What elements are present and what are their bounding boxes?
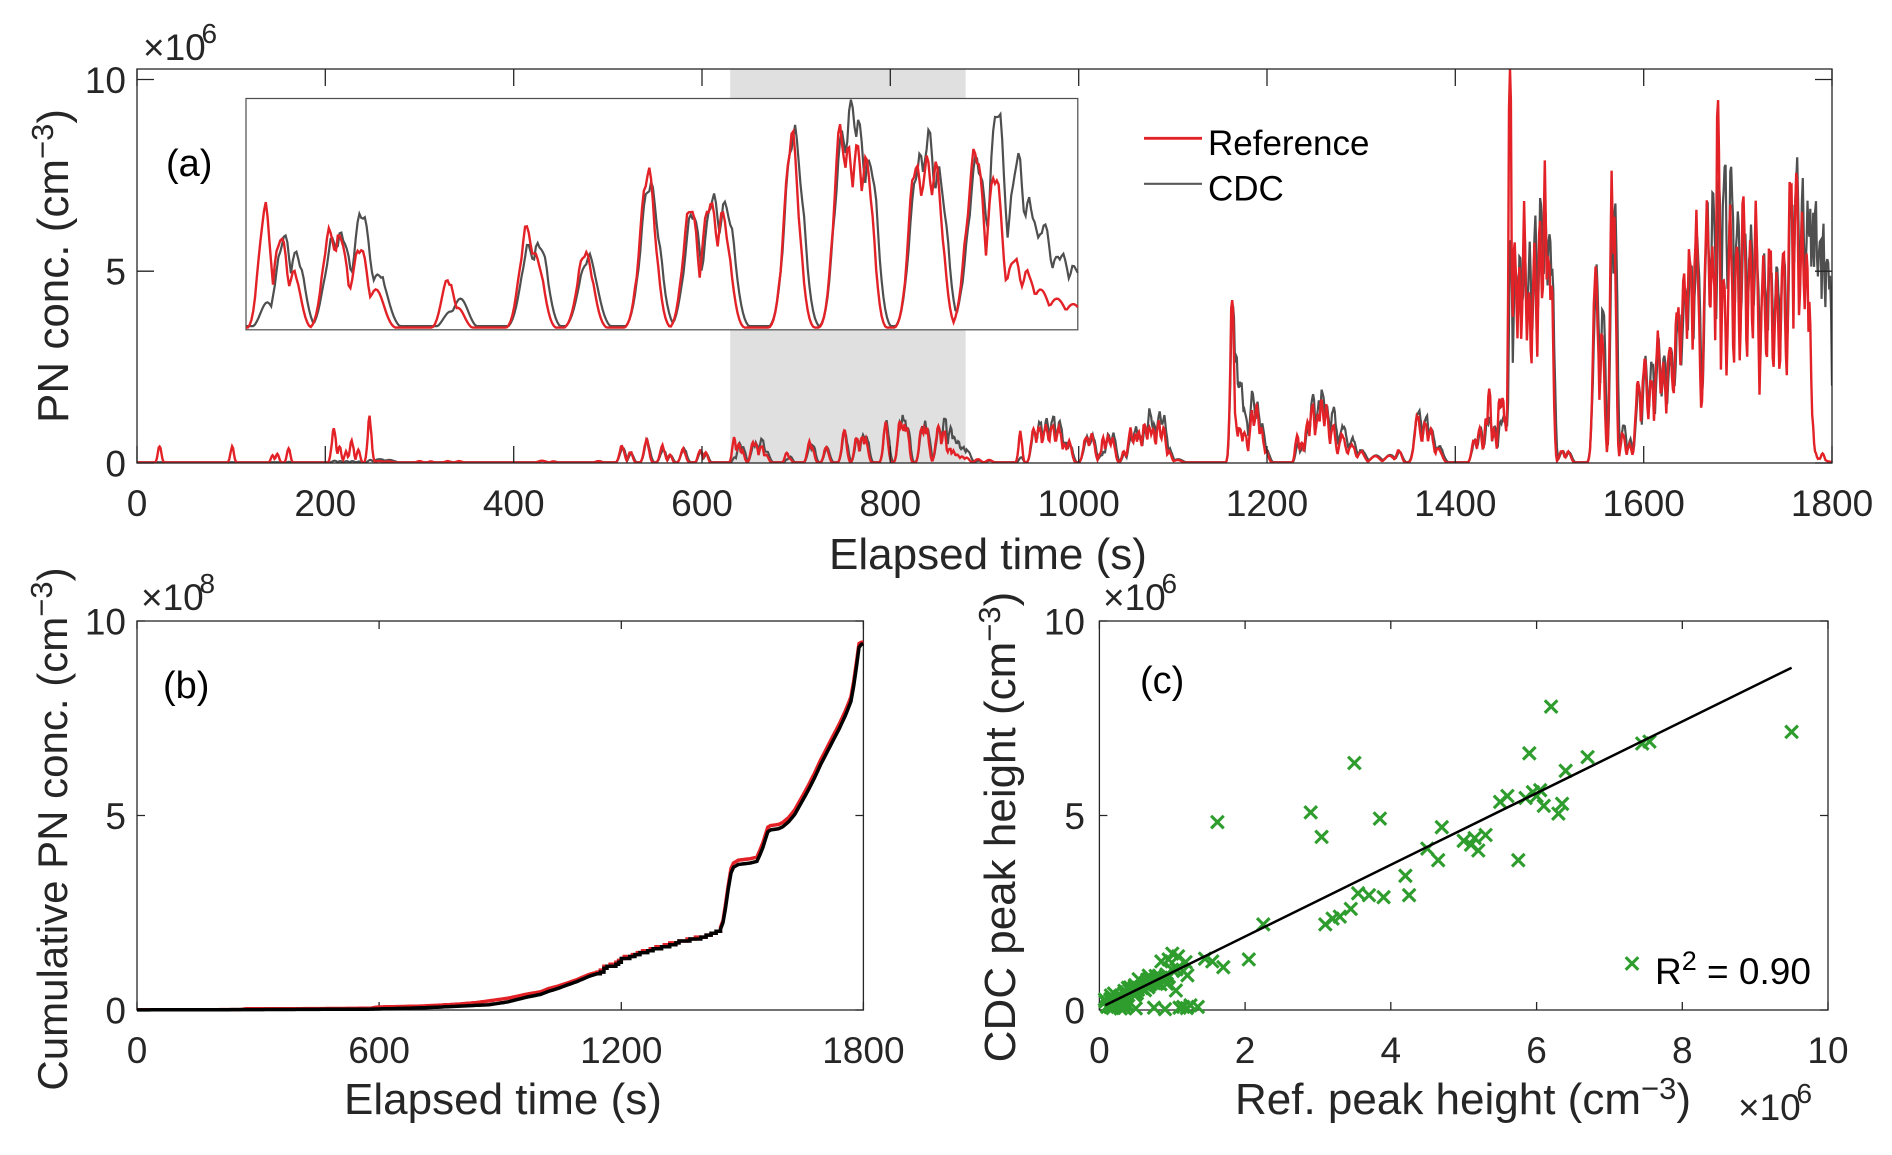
svg-text:600: 600 bbox=[671, 483, 733, 524]
svg-text:(c): (c) bbox=[1140, 660, 1184, 702]
svg-text:0: 0 bbox=[127, 1030, 148, 1071]
svg-text:0: 0 bbox=[105, 443, 126, 484]
svg-text:Ref. peak height (cm−3): Ref. peak height (cm−3) bbox=[1235, 1071, 1691, 1124]
svg-text:8: 8 bbox=[1672, 1030, 1693, 1071]
svg-text:2: 2 bbox=[1235, 1030, 1256, 1071]
svg-text:1000: 1000 bbox=[1038, 483, 1120, 524]
svg-text:10: 10 bbox=[1044, 601, 1085, 642]
svg-text:10: 10 bbox=[85, 601, 126, 642]
svg-text:PN conc. (cm−3): PN conc. (cm−3) bbox=[25, 109, 78, 423]
svg-text:(b): (b) bbox=[163, 665, 209, 707]
svg-text:10: 10 bbox=[85, 60, 126, 101]
svg-text:10: 10 bbox=[1807, 1030, 1848, 1071]
svg-text:400: 400 bbox=[483, 483, 545, 524]
svg-text:0: 0 bbox=[127, 483, 148, 524]
svg-text:(a): (a) bbox=[166, 143, 212, 185]
svg-text:0: 0 bbox=[105, 990, 126, 1031]
svg-text:8: 8 bbox=[200, 568, 216, 599]
svg-text:6: 6 bbox=[1797, 1078, 1813, 1109]
svg-text:1800: 1800 bbox=[1791, 483, 1873, 524]
svg-text:×10: ×10 bbox=[1103, 577, 1166, 618]
svg-text:600: 600 bbox=[348, 1030, 410, 1071]
svg-text:CDC: CDC bbox=[1208, 170, 1284, 209]
svg-text:5: 5 bbox=[105, 796, 126, 837]
svg-text:Reference: Reference bbox=[1208, 124, 1369, 163]
svg-text:Elapsed time (s): Elapsed time (s) bbox=[829, 530, 1147, 579]
svg-text:1600: 1600 bbox=[1603, 483, 1685, 524]
svg-text:200: 200 bbox=[294, 483, 356, 524]
svg-text:0: 0 bbox=[1064, 990, 1085, 1031]
svg-text:6: 6 bbox=[1526, 1030, 1547, 1071]
svg-text:1200: 1200 bbox=[580, 1030, 662, 1071]
svg-text:5: 5 bbox=[105, 252, 126, 293]
svg-text:×10: ×10 bbox=[1738, 1087, 1801, 1128]
svg-text:1800: 1800 bbox=[822, 1030, 904, 1071]
svg-text:6: 6 bbox=[202, 18, 218, 49]
svg-text:Cumulative PN conc. (cm−3): Cumulative PN conc. (cm−3) bbox=[24, 567, 76, 1090]
svg-text:4: 4 bbox=[1381, 1030, 1402, 1071]
svg-text:R2 = 0.90: R2 = 0.90 bbox=[1655, 946, 1811, 992]
svg-text:0: 0 bbox=[1089, 1030, 1110, 1071]
svg-text:1200: 1200 bbox=[1226, 483, 1308, 524]
svg-text:1400: 1400 bbox=[1414, 483, 1496, 524]
svg-text:Elapsed time (s): Elapsed time (s) bbox=[344, 1075, 662, 1124]
svg-text:800: 800 bbox=[859, 483, 921, 524]
svg-text:CDC peak height (cm−3): CDC peak height (cm−3) bbox=[972, 592, 1025, 1063]
svg-text:×10: ×10 bbox=[143, 27, 206, 68]
svg-text:×10: ×10 bbox=[141, 577, 204, 618]
svg-text:6: 6 bbox=[1162, 568, 1178, 599]
svg-text:5: 5 bbox=[1064, 796, 1085, 837]
